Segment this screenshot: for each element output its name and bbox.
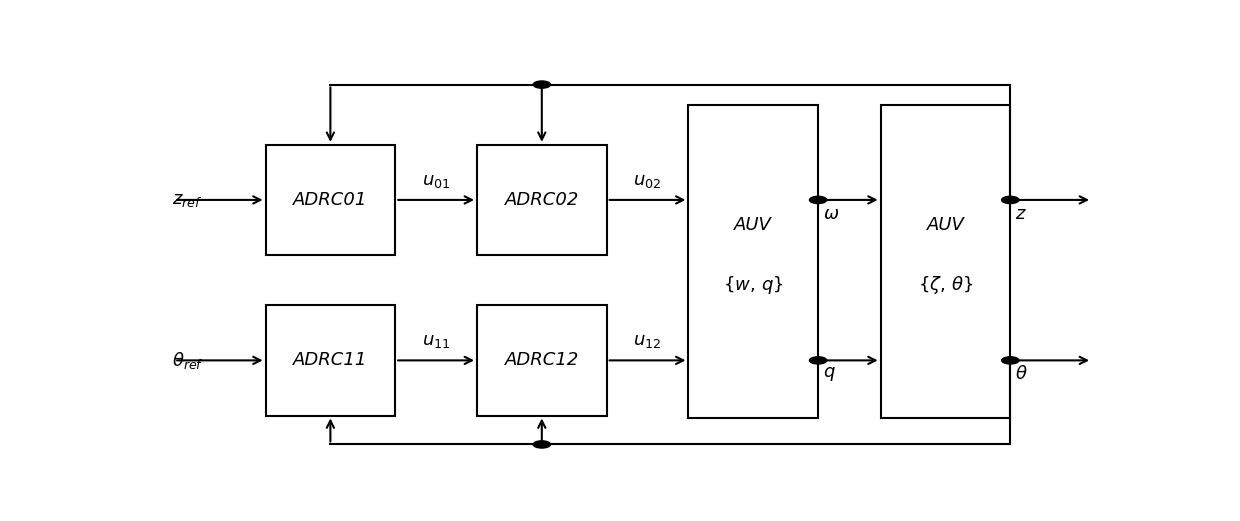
- Circle shape: [1002, 357, 1019, 364]
- Text: $u_{12}$: $u_{12}$: [634, 332, 662, 350]
- Circle shape: [810, 357, 827, 364]
- Circle shape: [1002, 196, 1019, 204]
- Text: AUV: AUV: [734, 216, 773, 234]
- Text: ADRC01: ADRC01: [293, 191, 367, 209]
- Text: $u_{02}$: $u_{02}$: [634, 172, 662, 190]
- Bar: [265, 305, 396, 416]
- Circle shape: [533, 81, 551, 88]
- Text: $\omega$: $\omega$: [823, 205, 839, 223]
- Text: $u_{01}$: $u_{01}$: [422, 172, 450, 190]
- Text: $\theta$: $\theta$: [1016, 365, 1028, 383]
- Bar: [477, 305, 606, 416]
- Text: ADRC02: ADRC02: [505, 191, 579, 209]
- Text: $q$: $q$: [823, 365, 836, 383]
- Text: $z_{ref}$: $z_{ref}$: [172, 191, 203, 209]
- Circle shape: [533, 441, 551, 448]
- Text: $z$: $z$: [1016, 205, 1027, 223]
- Bar: [880, 105, 1011, 417]
- Text: AUV: AUV: [926, 216, 965, 234]
- Circle shape: [810, 196, 827, 204]
- Bar: [265, 145, 396, 255]
- Bar: [477, 145, 606, 255]
- Text: ADRC12: ADRC12: [505, 351, 579, 369]
- Text: $\{w,\,q\}$: $\{w,\,q\}$: [723, 274, 784, 296]
- Text: ADRC11: ADRC11: [293, 351, 367, 369]
- Text: $u_{11}$: $u_{11}$: [422, 332, 450, 350]
- Text: $\theta_{ref}$: $\theta_{ref}$: [172, 350, 205, 371]
- Text: $\{\zeta,\,\theta\}$: $\{\zeta,\,\theta\}$: [918, 274, 973, 296]
- Bar: [688, 105, 818, 417]
